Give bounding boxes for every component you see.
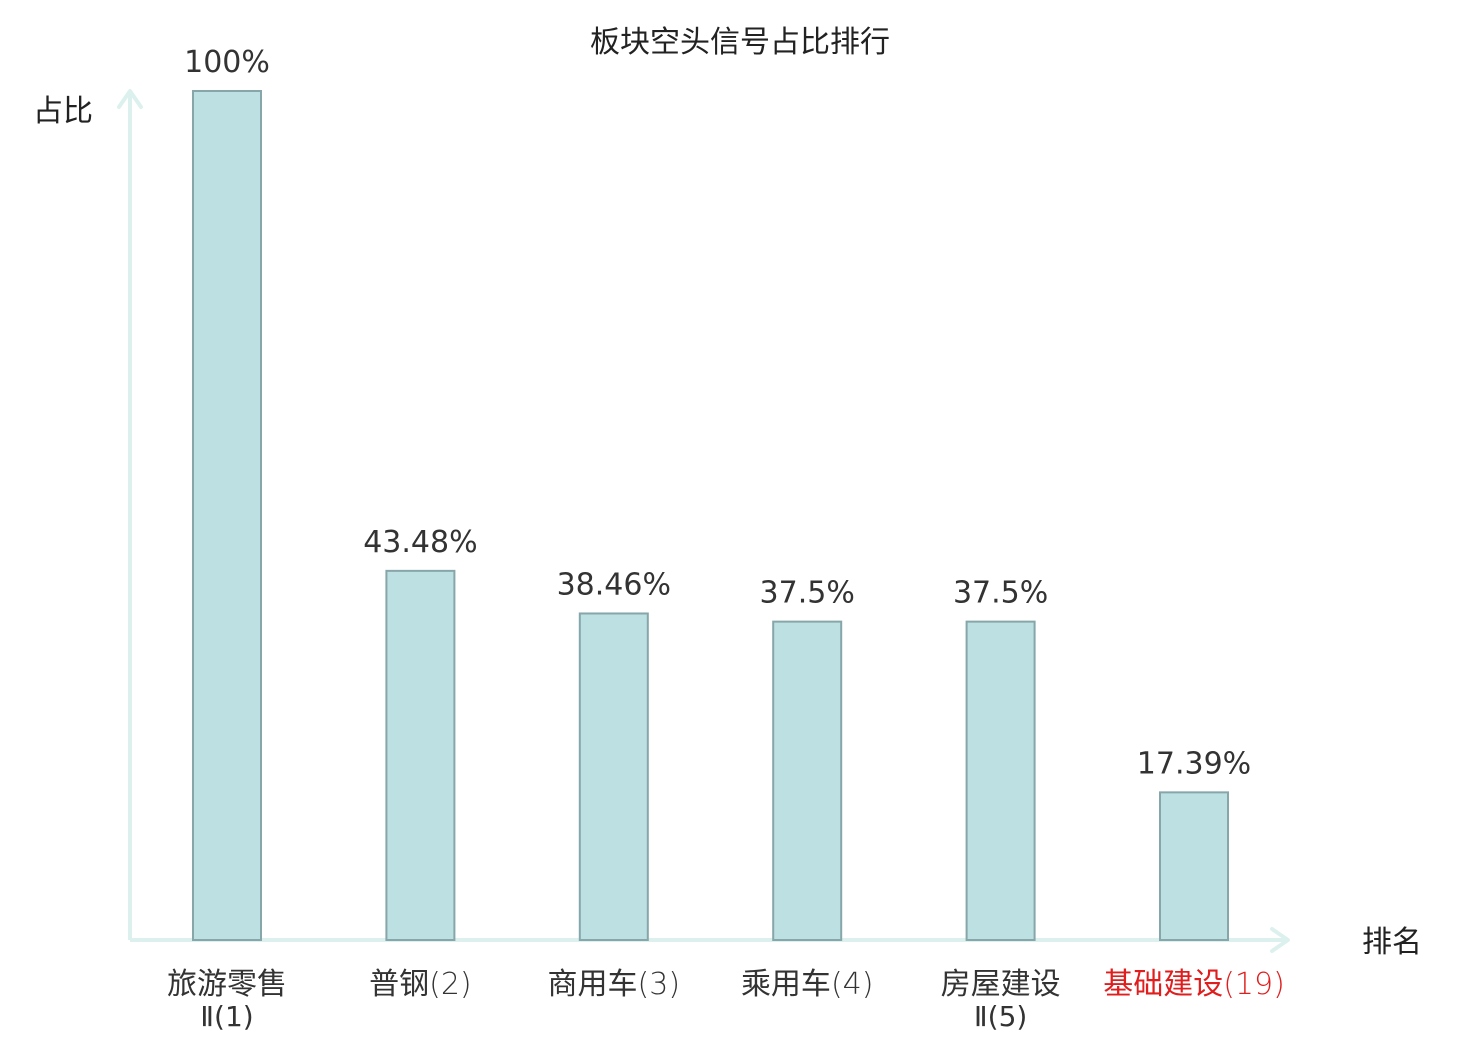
x-tick-label-line2: Ⅱ(5) [974,1000,1027,1033]
x-tick-name: 旅游零售 [167,967,287,1002]
bars-group [192,90,1229,941]
bar-value-label: 38.46% [557,567,671,602]
bar-value-label: 43.48% [363,525,477,560]
x-tick-rank: (19) [1223,967,1285,1002]
bar-value-label: 17.39% [1137,746,1251,781]
x-tick-name: 乘用车 [741,967,831,1002]
y-axis-label: 占比 [33,94,93,129]
x-tick-label: 普钢(2) [369,967,472,1002]
x-tick-rank: (4) [831,967,874,1002]
bar-value-label: 37.5% [760,576,855,611]
x-tick-rank: (2) [429,967,472,1002]
value-labels-group: 100% 43.48% 38.46% 37.5% 37.5% 17.39% [184,45,1251,781]
axes [117,89,1290,953]
bar [385,569,456,941]
x-tick-name: 房屋建设 [941,967,1061,1002]
x-axis-label: 排名 [1362,925,1422,960]
x-tick-label-line2: Ⅱ(1) [200,1000,253,1033]
y-axis-arrow [117,89,143,109]
x-tick-label: 旅游零售 [167,967,287,1002]
bar-value-label: 100% [184,45,270,80]
x-tick-name: 普钢 [369,967,429,1002]
chart-title: 板块空头信号占比排行 [590,25,890,60]
bar [192,90,262,941]
x-tick-name: 商用车 [548,967,638,1002]
x-tick-label: 乘用车(4) [741,967,874,1002]
bar [965,620,1036,941]
x-tick-label: 基础建设(19) [1103,967,1285,1002]
bar [772,620,843,941]
x-tick-name: 基础建设 [1103,967,1223,1002]
bar [1159,791,1229,941]
x-tick-label: 房屋建设 [941,967,1061,1002]
bar-value-label: 37.5% [953,576,1048,611]
bar [578,612,649,941]
x-tick-rank: (3) [638,967,681,1002]
x-axis-arrow [1270,927,1290,953]
x-tick-label: 商用车(3) [548,967,681,1002]
